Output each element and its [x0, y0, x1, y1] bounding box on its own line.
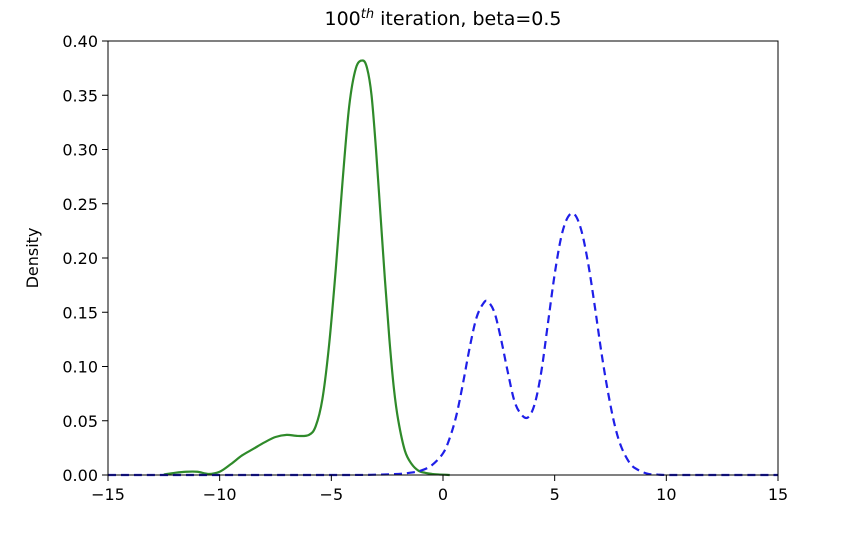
chart-title-suffix: iteration, beta=0.5	[374, 8, 561, 30]
y-tick-label: 0.25	[62, 195, 98, 214]
chart-title: 100th iteration, beta=0.5	[325, 7, 562, 30]
y-tick-label: 0.30	[62, 141, 98, 160]
x-tick-label: −15	[91, 485, 125, 504]
y-tick-label: 0.35	[62, 86, 98, 105]
y-tick-label: 0.20	[62, 249, 98, 268]
plot-frame	[107, 40, 779, 476]
chart-title-prefix: 100	[325, 8, 361, 30]
y-tick-label: 0.40	[62, 32, 98, 51]
series-line-solid-green	[163, 59, 450, 477]
x-axis-ticks: −15 −10 −5 0 5 10 15	[91, 475, 788, 504]
x-tick-label: 15	[768, 485, 788, 504]
y-tick-label: 0.00	[62, 466, 98, 485]
y-tick-label: 0.05	[62, 412, 98, 431]
x-tick-label: −10	[203, 485, 237, 504]
plot-lines	[107, 59, 778, 477]
y-tick-label: 0.10	[62, 358, 98, 377]
y-axis-ticks: 0.00 0.05 0.10 0.15 0.20 0.25 0.30 0.35 0.40	[62, 32, 108, 485]
chart-title-superscript: th	[361, 7, 374, 22]
y-axis-label: Density	[23, 228, 42, 289]
y-tick-label: 0.15	[62, 303, 98, 322]
series-line-dashed-blue	[107, 212, 778, 477]
x-tick-label: 0	[438, 485, 448, 504]
x-tick-label: −5	[320, 485, 344, 504]
x-tick-label: 5	[550, 485, 560, 504]
x-tick-label: 10	[656, 485, 676, 504]
